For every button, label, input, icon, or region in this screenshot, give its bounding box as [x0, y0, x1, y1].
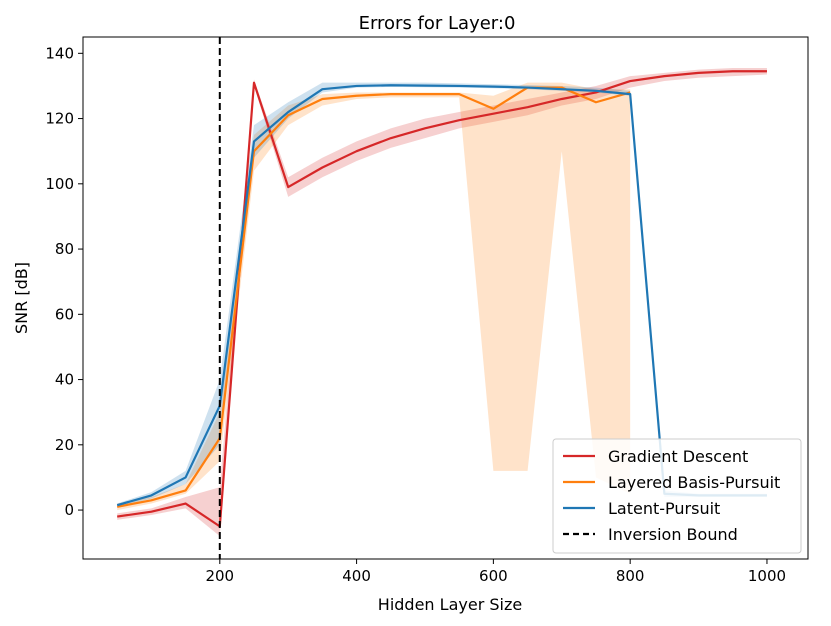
axes-frame — [82, 36, 809, 560]
y-tick-label: 80 — [55, 240, 74, 258]
x-axis-ticks: 200 400 600 800 1000 — [205, 559, 786, 585]
y-axis-label: SNR [dB] — [12, 262, 31, 334]
legend-box — [552, 438, 802, 554]
y-tick-label: 20 — [55, 436, 74, 454]
x-tick-label: 600 — [479, 567, 508, 585]
x-tick-label: 800 — [616, 567, 645, 585]
series-lines — [116, 70, 767, 528]
legend-label-inversion-bound: Inversion Bound — [608, 525, 738, 544]
x-tick-label: 400 — [342, 567, 371, 585]
y-tick-label: 60 — [55, 305, 74, 323]
y-tick-label: 0 — [64, 501, 74, 519]
layered-basis-pursuit-band — [117, 82, 631, 511]
x-tick-label: 1000 — [748, 567, 786, 585]
x-tick-label: 200 — [205, 567, 234, 585]
y-tick-label: 100 — [45, 175, 74, 193]
legend-label-latent-pursuit: Latent-Pursuit — [608, 499, 720, 518]
latent-pursuit-line — [116, 84, 767, 507]
chart-title: Errors for Layer:0 — [359, 13, 516, 34]
y-tick-label: 40 — [55, 371, 74, 389]
legend-label-gradient-descent: Gradient Descent — [608, 447, 748, 466]
y-tick-label: 140 — [45, 44, 74, 62]
y-axis-ticks: 0 20 40 60 80 100 120 140 — [45, 44, 83, 519]
gradient-descent-line — [117, 70, 767, 528]
y-tick-label: 120 — [45, 110, 74, 128]
x-axis-label: Hidden Layer Size — [378, 595, 522, 614]
legend: Gradient Descent Layered Basis-Pursuit Lat… — [552, 438, 802, 554]
confidence-bands — [117, 67, 767, 537]
legend-label-layered-basis-pursuit: Layered Basis-Pursuit — [608, 473, 780, 492]
